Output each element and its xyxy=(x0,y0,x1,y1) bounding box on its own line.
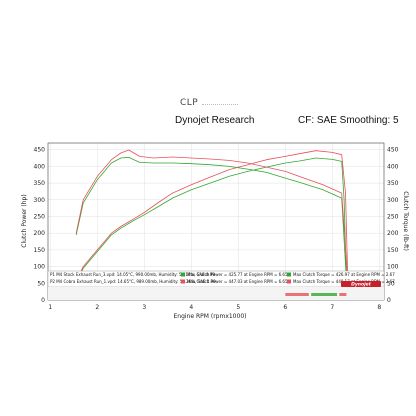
y-tick-label-left: 450 xyxy=(34,147,46,154)
y-tick-label-left: 350 xyxy=(34,180,46,187)
y-tick-label-left: 50 xyxy=(37,280,45,287)
y-tick-label-right: 300 xyxy=(387,197,399,204)
afr-strip xyxy=(48,287,384,300)
dynojet-badge-bg xyxy=(341,281,381,287)
series-line-power-0 xyxy=(75,157,347,284)
y-tick-label-left: 400 xyxy=(34,163,46,170)
legend-p2-max-power: Max Clutch Power = 447.03 at Engine RPM … xyxy=(187,279,288,284)
series-line-torque-3 xyxy=(75,149,349,281)
dynojet-badge: Dynojet xyxy=(341,281,381,288)
correction-factor: CF: SAE Smoothing: 5 xyxy=(298,115,399,126)
dynojet-badge-text: Dynojet xyxy=(351,282,372,288)
y-ticks-right: 0 50 100 150 200 250 300 350 400 450 xyxy=(387,147,399,304)
legend-swatch-p1-torque xyxy=(287,272,291,277)
series-line-torque-1 xyxy=(75,156,347,281)
legend-p1-max-torque: Max Clutch Torque = 426.97 at Engine RPM… xyxy=(293,272,395,277)
x-tick-label: 3 xyxy=(142,304,146,311)
afr-marks xyxy=(285,293,347,296)
legend-p1-max-power: Max Clutch Power = 425.77 at Engine RPM … xyxy=(187,272,288,277)
y-tick-label-right: 100 xyxy=(387,264,399,271)
y-tick-label-right: 200 xyxy=(387,230,399,237)
y-ticks-left: 0 50 100 150 200 250 300 350 400 450 xyxy=(34,147,46,304)
y-tick-label-left: 200 xyxy=(34,230,46,237)
legend-swatch-p1 xyxy=(181,272,185,277)
legend-entry-p2: P2 M4 Cobra Exhaust Run_1.vpd: 14.65°C, … xyxy=(50,279,216,284)
legend-swatch-p2 xyxy=(181,279,185,284)
logo-text: CLP xyxy=(180,98,199,108)
x-tick-label: 5 xyxy=(236,304,240,311)
x-tick-label: 6 xyxy=(283,304,287,311)
y-tick-label-right: 250 xyxy=(387,213,399,220)
y-axis-label-right: Clutch Torque (lb-ft) xyxy=(402,191,409,251)
y-tick-label-right: 150 xyxy=(387,247,399,254)
series-group xyxy=(75,149,349,284)
y-tick-label-right: 0 xyxy=(387,297,391,304)
y-tick-label-left: 0 xyxy=(41,297,45,304)
x-axis-label: Engine RPM (rpmx1000) xyxy=(174,313,247,320)
legend-entry-p1: P1 M4 Stock Exhaust Run_3.vpd: 14.05°C, … xyxy=(50,272,215,277)
y-tick-label-right: 400 xyxy=(387,163,399,170)
legend-swatch-p2-torque xyxy=(287,279,291,284)
x-ticks: 1 2 3 4 5 6 7 8 xyxy=(48,304,381,311)
logo-dots xyxy=(202,104,238,106)
series-line-power-2 xyxy=(75,150,349,282)
afr-mark-2 xyxy=(339,293,347,296)
y-tick-label-right: 50 xyxy=(387,280,395,287)
y-axis-label-left: Clutch Power (hp) xyxy=(21,194,28,247)
afr-mark-0 xyxy=(285,293,309,296)
afr-mark-1 xyxy=(311,293,338,296)
x-tick-label: 2 xyxy=(95,304,99,311)
x-tick-label: 4 xyxy=(189,304,193,311)
chart-title: Dynojet Research xyxy=(175,115,255,126)
clp-logo: CLP xyxy=(180,98,240,112)
y-tick-label-right: 450 xyxy=(387,147,399,154)
y-tick-label-left: 250 xyxy=(34,213,46,220)
y-tick-label-left: 100 xyxy=(34,264,46,271)
y-tick-label-left: 150 xyxy=(34,247,46,254)
x-tick-label: 7 xyxy=(330,304,334,311)
x-tick-label: 8 xyxy=(377,304,381,311)
x-tick-label: 1 xyxy=(48,304,52,311)
y-tick-label-right: 350 xyxy=(387,180,399,187)
y-tick-label-left: 300 xyxy=(34,197,46,204)
